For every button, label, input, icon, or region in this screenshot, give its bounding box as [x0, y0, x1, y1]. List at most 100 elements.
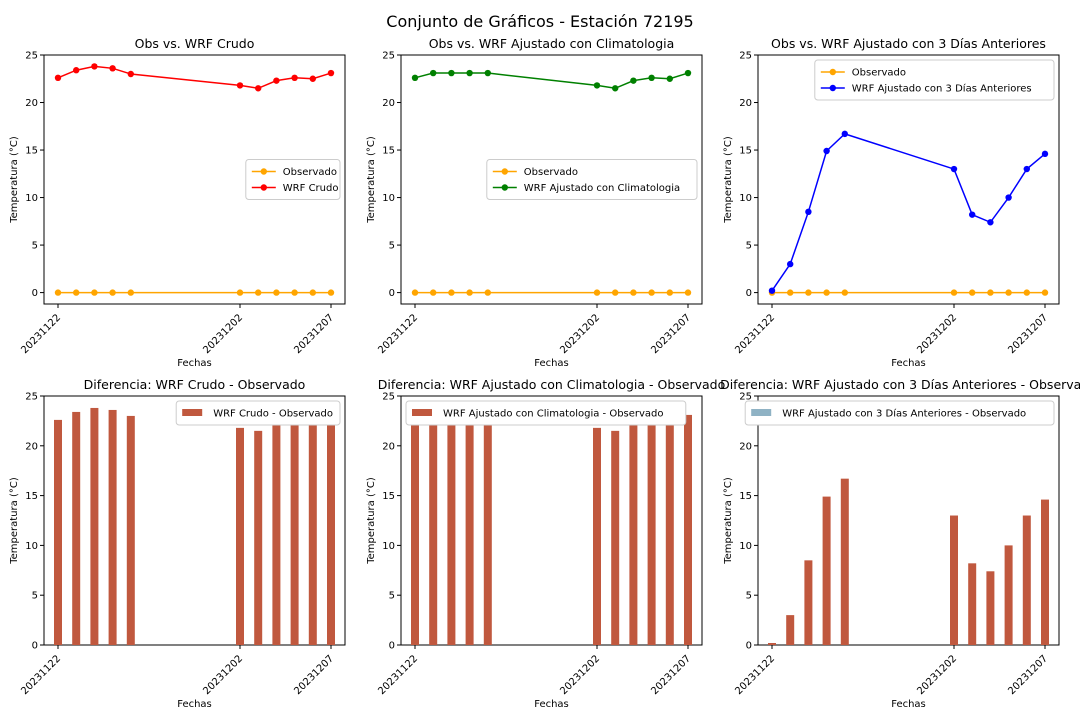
legend-box — [245, 159, 341, 200]
bar — [290, 419, 299, 645]
y-axis-label: Temperatura (°C) — [9, 136, 20, 224]
chart-title: Obs vs. WRF Crudo — [135, 36, 255, 51]
x-tick-label: 20231122 — [733, 312, 777, 356]
legend-box — [405, 400, 687, 426]
data-point — [630, 289, 637, 296]
y-tick-label: 25 — [382, 51, 395, 62]
data-point — [768, 287, 776, 294]
data-point — [236, 82, 244, 89]
bar — [840, 478, 849, 645]
y-tick-label: 15 — [25, 491, 38, 502]
y-tick-label: 5 — [389, 241, 395, 252]
bar — [822, 496, 831, 645]
data-point — [648, 74, 655, 82]
bar — [272, 422, 281, 645]
y-tick-label: 25 — [25, 51, 38, 62]
x-axis-label: Fechas — [177, 699, 212, 710]
x-tick-label: 20231202 — [201, 653, 245, 697]
y-tick-label: 15 — [25, 146, 38, 157]
data-point — [684, 289, 692, 296]
data-point — [54, 74, 62, 82]
data-point — [1005, 194, 1012, 201]
y-tick-label: 10 — [382, 193, 395, 204]
data-point — [291, 289, 298, 296]
legend-label: WRF Ajustado con 3 Días Anteriores - Obs… — [782, 408, 1026, 420]
axes-frame — [400, 54, 703, 305]
x-tick-label: 20231207 — [649, 653, 693, 697]
x-tick-label: 20231122 — [19, 653, 63, 697]
legend-box — [814, 59, 1055, 101]
bar — [54, 419, 62, 645]
data-point — [969, 211, 976, 218]
legend: WRF Crudo - Observado — [175, 400, 341, 426]
data-point — [309, 289, 316, 296]
chart-panels: Obs vs. WRF Crudo 0 5 10 15 20 25 Temperatura (… — [9, 36, 1080, 710]
axes-frame — [757, 54, 1060, 305]
y-axis-label: Temperatura (°C) — [366, 477, 377, 565]
data-point — [109, 289, 116, 296]
legend-marker — [829, 68, 836, 76]
y-tick-label: 15 — [739, 491, 752, 502]
chart-title: Diferencia: WRF Ajustado con Climatologi… — [378, 377, 726, 392]
x-tick-label: 20231202 — [915, 653, 959, 697]
x-axis-label: Fechas — [534, 358, 569, 369]
bar — [1041, 499, 1049, 645]
data-point — [73, 67, 80, 74]
data-point — [127, 70, 134, 78]
y-tick-label: 5 — [746, 241, 752, 252]
x-tick-label: 20231207 — [292, 312, 336, 356]
legend-marker — [260, 168, 267, 175]
x-tick-label: 20231202 — [558, 312, 602, 356]
y-tick-label: 25 — [739, 51, 752, 62]
y-tick-label: 5 — [746, 591, 752, 602]
data-point — [255, 85, 262, 92]
y-tick-label: 10 — [25, 541, 38, 552]
x-tick-label: 20231202 — [558, 653, 602, 697]
data-point — [127, 289, 134, 296]
data-point — [666, 75, 673, 82]
data-point — [630, 77, 637, 84]
bar — [236, 427, 244, 645]
axes-frame — [400, 395, 703, 646]
legend: WRF Ajustado con 3 Días Anteriores - Obs… — [744, 400, 1055, 426]
bar — [804, 560, 813, 645]
bar — [968, 563, 977, 645]
chart-title: Obs vs. WRF Ajustado con Climatologia — [429, 36, 675, 51]
y-tick-label: 0 — [389, 288, 395, 299]
data-point — [593, 82, 601, 89]
data-point — [823, 147, 830, 155]
legend-marker — [260, 184, 267, 191]
axes-frame — [43, 54, 346, 305]
legend: WRF Ajustado con Climatologia - Observad… — [405, 400, 687, 426]
data-point — [109, 65, 116, 72]
x-tick-label: 20231122 — [376, 653, 420, 697]
legend: Observado WRF Ajustado con 3 Días Anterio… — [814, 59, 1055, 101]
y-tick-label: 0 — [32, 641, 38, 652]
data-point — [291, 74, 298, 82]
legend-swatch — [412, 409, 432, 416]
figure-suptitle: Conjunto de Gráficos - Estación 72195 — [386, 12, 693, 31]
y-tick-label: 5 — [32, 241, 38, 252]
y-axis-label: Temperatura (°C) — [366, 136, 377, 224]
data-point — [448, 69, 455, 77]
data-point — [273, 289, 280, 296]
y-tick-label: 25 — [382, 392, 395, 403]
x-axis-label: Fechas — [891, 358, 926, 369]
data-point — [648, 289, 655, 296]
y-tick-label: 10 — [25, 193, 38, 204]
bar — [786, 615, 795, 645]
data-point — [666, 289, 673, 296]
data-point — [327, 289, 335, 296]
legend-label: Observado — [524, 167, 578, 178]
chart-panel-6: Diferencia: WRF Ajustado con 3 Días Ante… — [720, 377, 1080, 710]
legend-marker — [501, 168, 508, 175]
y-tick-label: 15 — [382, 491, 395, 502]
data-point — [309, 75, 316, 82]
legend-swatch — [751, 409, 772, 416]
bar — [327, 414, 335, 645]
y-tick-label: 20 — [382, 98, 395, 109]
y-tick-label: 20 — [25, 98, 38, 109]
bar — [411, 419, 419, 645]
data-point — [612, 289, 619, 296]
